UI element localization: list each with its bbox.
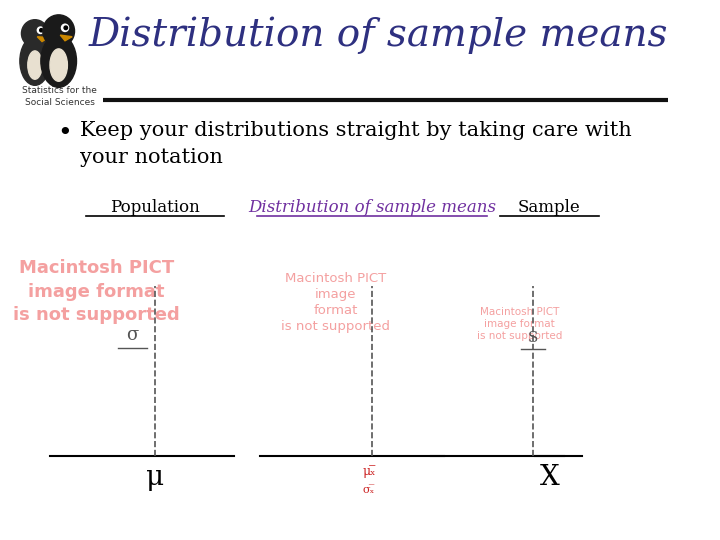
Polygon shape	[60, 35, 72, 40]
Text: Keep your distributions straight by taking care with
your notation: Keep your distributions straight by taki…	[80, 122, 631, 167]
Ellipse shape	[50, 49, 68, 81]
Text: •: •	[57, 122, 71, 145]
Ellipse shape	[41, 35, 76, 87]
Circle shape	[37, 27, 44, 33]
Text: Distribution of sample means: Distribution of sample means	[248, 199, 496, 217]
Polygon shape	[37, 37, 48, 42]
Text: Distribution of sample means: Distribution of sample means	[89, 16, 668, 54]
Circle shape	[22, 19, 48, 47]
Circle shape	[40, 29, 43, 32]
Text: μₓ̅: μₓ̅	[362, 465, 376, 478]
Text: Statistics for the
Social Sciences: Statistics for the Social Sciences	[22, 86, 97, 106]
Text: Macintosh PICT
image format
is not supported: Macintosh PICT image format is not suppo…	[477, 307, 562, 341]
Circle shape	[61, 24, 68, 31]
Ellipse shape	[20, 37, 50, 85]
Text: Macintosh PICT
image
format
is not supported: Macintosh PICT image format is not suppo…	[282, 272, 390, 333]
Text: σ: σ	[126, 326, 138, 344]
Text: Population: Population	[110, 199, 200, 217]
Circle shape	[43, 15, 75, 47]
Text: Sample: Sample	[518, 199, 581, 217]
Text: σₓ̅: σₓ̅	[363, 485, 375, 495]
Text: Macintosh PICT
image format
is not supported: Macintosh PICT image format is not suppo…	[13, 259, 179, 324]
Circle shape	[64, 26, 68, 30]
Text: μ: μ	[146, 464, 164, 491]
Text: X: X	[539, 464, 559, 491]
Ellipse shape	[28, 51, 42, 79]
Text: S: S	[528, 330, 538, 345]
